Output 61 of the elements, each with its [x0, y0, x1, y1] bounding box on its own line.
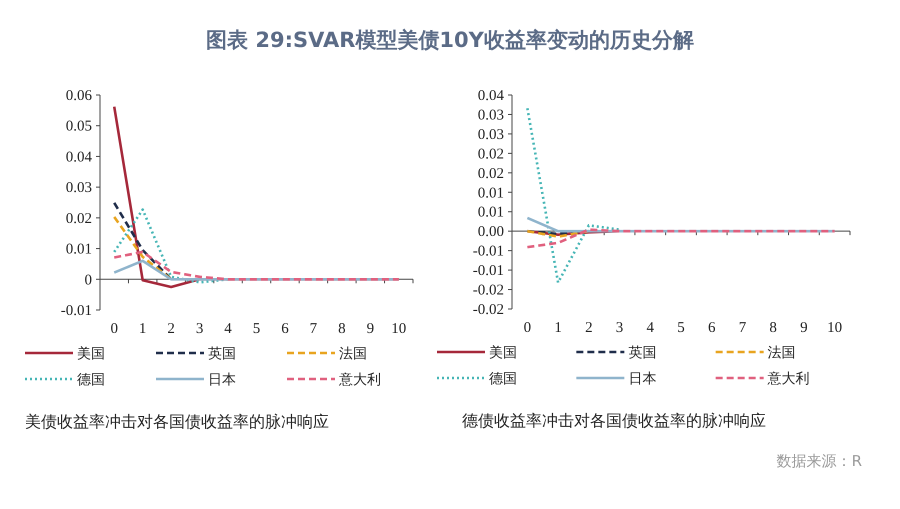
line-series: [112, 250, 400, 281]
x-tick-label: 2: [167, 321, 175, 337]
x-tick-label: 0: [110, 321, 118, 337]
x-tick-label: 5: [252, 321, 260, 337]
y-tick-label: 0: [84, 272, 92, 288]
x-tick-label: 10: [827, 320, 842, 336]
x-tick-label: 4: [646, 320, 655, 336]
y-tick-label: 0.02: [478, 146, 504, 162]
legend-label: 英国: [628, 345, 656, 361]
y-tick-label: 0.03: [478, 126, 504, 143]
x-tick-label: 9: [366, 321, 374, 337]
x-tick-label: 7: [738, 320, 747, 336]
legend-label: 法国: [339, 346, 367, 362]
y-tick-label: 0.00: [478, 224, 504, 240]
legend-label: 德国: [77, 372, 105, 388]
x-tick-label: 9: [800, 320, 808, 336]
line-series: [526, 106, 621, 284]
x-tick-label: 0: [524, 320, 532, 336]
y-tick-label: -0.01: [472, 263, 504, 280]
x-tick-label: 6: [281, 321, 290, 337]
x-tick-label: 6: [708, 320, 716, 336]
legend-label: 日本: [208, 372, 236, 388]
y-tick-label: 0.01: [478, 204, 504, 221]
y-tick-label: 0.05: [66, 118, 92, 135]
x-tick-label: 4: [224, 321, 232, 337]
chart-title: 图表 29:SVAR模型美债10Y收益率变动的历史分解: [206, 28, 694, 52]
legend-label: 美国: [489, 345, 517, 361]
x-tick-label: 1: [138, 321, 146, 337]
y-tick-label: 0.03: [478, 107, 504, 124]
legend-label: 法国: [768, 345, 796, 361]
text: 德债收益率冲击对各国债收益率的脉冲响应: [462, 411, 766, 430]
y-tick-label: 0.01: [478, 185, 504, 202]
legend-label: 日本: [628, 371, 656, 387]
x-tick-label: 10: [391, 321, 406, 337]
y-tick-label: 0.02: [66, 210, 92, 227]
y-tick-label: -0.01: [472, 244, 504, 260]
y-tick-label: 0.06: [66, 88, 92, 104]
legend-label: 德国: [489, 371, 517, 387]
x-tick-label: 1: [554, 320, 562, 336]
source-note: 数据来源：R: [776, 452, 862, 470]
y-tick-label: 0.01: [66, 242, 92, 258]
line-series: [526, 228, 836, 248]
y-tick-label: -0.02: [472, 282, 504, 299]
x-tick-label: 8: [338, 321, 346, 337]
x-tick-label: 8: [769, 320, 777, 336]
y-tick-label: 0.04: [66, 149, 92, 166]
y-tick-label: 0.02: [478, 166, 504, 182]
y-tick-label: 0.04: [478, 88, 504, 104]
y-tick-label: -0.02: [472, 302, 504, 318]
x-tick-label: 3: [616, 320, 624, 336]
x-tick-label: 7: [310, 321, 318, 337]
y-tick-label: -0.01: [60, 303, 92, 319]
legend-label: 意大利: [766, 371, 810, 387]
legend-label: 意大利: [338, 372, 381, 388]
x-tick-label: 2: [585, 320, 593, 336]
legend-label: 美国: [77, 346, 105, 362]
x-tick-label: 5: [677, 320, 685, 336]
x-tick-label: 3: [196, 321, 204, 337]
y-tick-label: 0.03: [66, 180, 92, 196]
text: 美债收益率冲击对各国债收益率的脉冲响应: [25, 412, 329, 431]
legend-label: 英国: [208, 346, 236, 362]
